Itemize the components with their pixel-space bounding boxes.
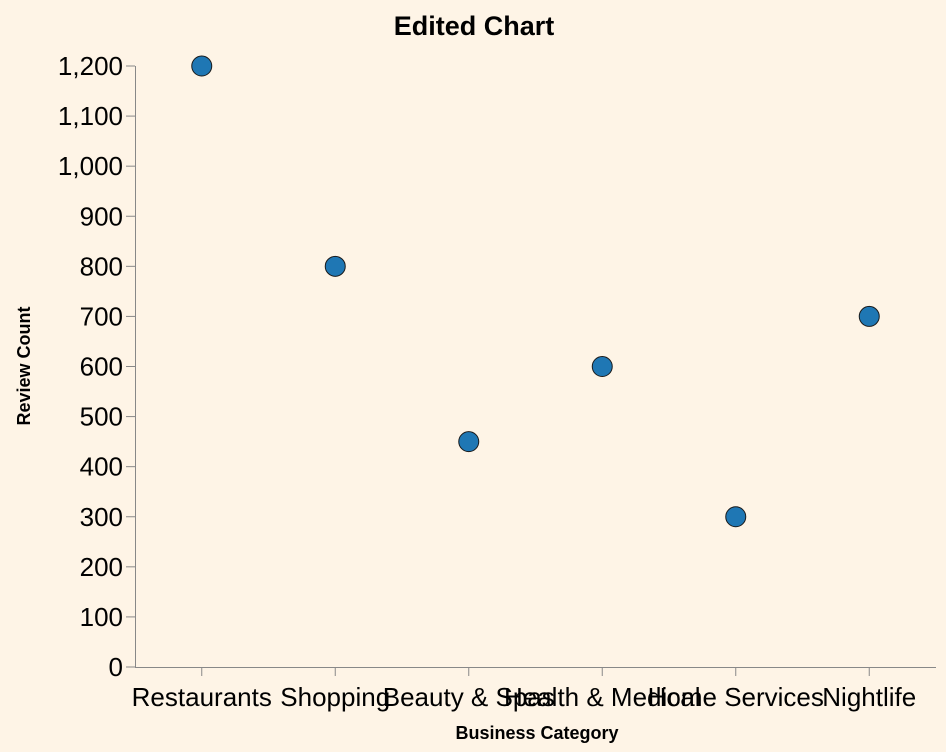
y-tick-label: 500	[80, 402, 123, 432]
y-tick-label: 1,000	[58, 151, 123, 181]
x-axis-title: Business Category	[455, 723, 618, 743]
x-tick-label: Nightlife	[822, 682, 916, 712]
x-tick-label: Health & Medical	[504, 682, 701, 712]
x-tick-label: Shopping	[280, 682, 390, 712]
y-tick-label: 900	[80, 201, 123, 231]
y-tick-label: 1,100	[58, 101, 123, 131]
y-tick-label: 100	[80, 602, 123, 632]
data-point	[191, 55, 213, 77]
y-tick-label: 700	[80, 301, 123, 331]
y-tick-label: 0	[109, 652, 123, 682]
y-tick-label: 400	[80, 452, 123, 482]
x-tick-label: Beauty & Spas	[383, 682, 555, 712]
y-axis: 0 100 200 300 400 500 600 700 800 900 1,000 1,100 1,…	[58, 51, 136, 682]
chart-title: Edited Chart	[394, 11, 555, 41]
data-point	[324, 255, 346, 277]
data-points	[191, 55, 880, 528]
y-tick-label: 300	[80, 502, 123, 532]
data-point	[858, 305, 880, 327]
data-point	[591, 356, 613, 377]
data-point	[725, 506, 747, 528]
y-axis-title: Review Count	[14, 306, 34, 425]
data-point	[458, 431, 480, 453]
y-tick-label: 600	[80, 352, 123, 382]
x-tick-label: Restaurants	[132, 682, 272, 712]
x-tick-label: Home Services	[648, 682, 824, 712]
y-tick-label: 1,200	[58, 51, 123, 81]
y-tick-label: 200	[80, 552, 123, 582]
y-tick-label: 800	[80, 251, 123, 281]
